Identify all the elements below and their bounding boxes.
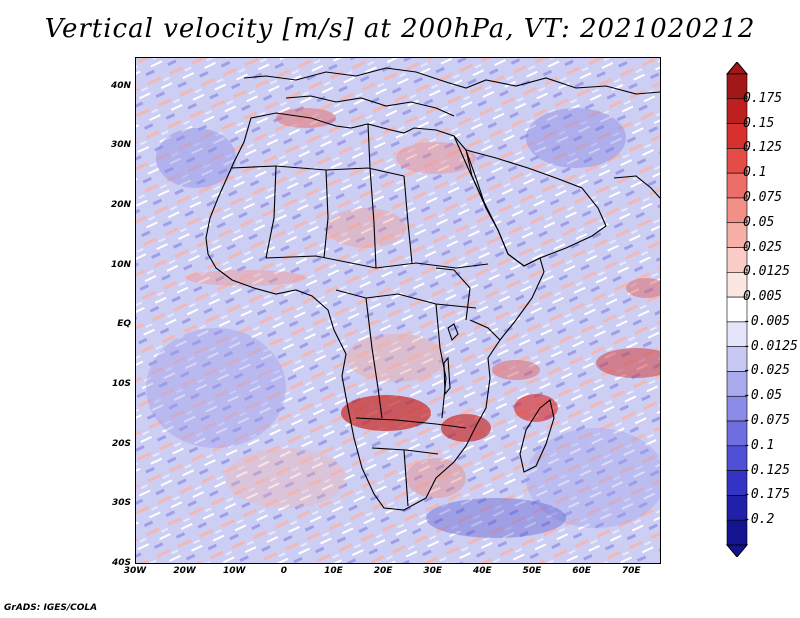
lon-tick-label: 30E	[423, 566, 443, 576]
velocity-anomaly	[396, 142, 476, 174]
lon-tick-label: 30W	[123, 566, 147, 576]
velocity-anomalies	[146, 108, 660, 538]
velocity-anomaly	[426, 498, 566, 538]
colorbar-level-label: 0.0125	[743, 264, 790, 280]
lon-tick-label: 20E	[373, 566, 393, 576]
map-plot-area	[135, 57, 661, 564]
lat-tick-label: 30N	[110, 140, 131, 151]
coastlines-and-borders	[205, 67, 660, 511]
velocity-anomaly	[341, 395, 431, 431]
velocity-anomaly	[146, 328, 286, 448]
lon-tick-label: 40E	[473, 566, 492, 576]
velocity-anomaly	[276, 108, 336, 128]
velocity-anomaly	[326, 208, 406, 248]
velocity-field	[136, 58, 660, 563]
velocity-anomaly	[526, 428, 660, 528]
map-canvas	[136, 58, 660, 563]
colorbar-level-label: 0.125	[743, 140, 783, 156]
lat-tick-label: 40S	[111, 558, 131, 568]
colorbar-level-label: -0.05	[743, 388, 783, 404]
lat-tick-label: EQ	[117, 319, 131, 330]
velocity-anomaly	[346, 334, 446, 382]
velocity-anomaly	[526, 108, 626, 168]
lon-tick-label: 10E	[324, 566, 343, 576]
colorbar-level-label: -0.125	[743, 462, 790, 478]
colorbar-level-label: -0.1	[743, 437, 775, 453]
lon-tick-label: 0	[280, 566, 287, 576]
colorbar-level-label: -0.025	[743, 363, 790, 379]
colorbar-level-label: -0.005	[743, 313, 790, 329]
lat-tick-label: 30S	[111, 498, 131, 509]
lon-tick-label: 60E	[572, 566, 591, 576]
colorbar-level-label: 0.075	[743, 189, 783, 205]
colorbar-level-label: -0.2	[743, 512, 775, 528]
chart-title: Vertical velocity [m/s] at 200hPa, VT: 2…	[44, 14, 756, 44]
colorbar-level-label: -0.0125	[743, 338, 798, 354]
colorbar-min-arrow	[725, 544, 749, 557]
velocity-anomaly	[492, 360, 540, 380]
velocity-anomaly	[514, 394, 558, 422]
colorbar-level-label: 0.175	[743, 90, 783, 106]
lon-tick-label: 50E	[522, 566, 542, 576]
colorbar-level-label: -0.175	[743, 487, 790, 503]
colorbar-level-label: -0.075	[743, 413, 790, 429]
colorbar-level-label: 0.15	[743, 115, 775, 131]
lon-tick-label: 20W	[173, 566, 196, 576]
lon-tick-label: 70E	[621, 566, 641, 576]
velocity-anomaly	[186, 270, 306, 286]
colorbar-level-label: 0.1	[743, 165, 767, 181]
velocity-anomaly	[626, 278, 660, 298]
colorbar-level-label: 0.05	[743, 214, 775, 230]
lat-tick-label: 10N	[110, 259, 131, 270]
lat-tick-label: 20S	[111, 438, 131, 449]
colorbar	[725, 62, 749, 557]
velocity-anomaly	[156, 128, 236, 188]
velocity-anomaly	[226, 448, 346, 508]
colorbar-max-arrow	[725, 62, 749, 75]
lon-tick-label: 10W	[223, 566, 246, 576]
lat-tick-label: 20N	[110, 200, 131, 211]
colorbar-level-label: 0.025	[743, 239, 783, 255]
grads-credit: GrADS: IGES/COLA	[4, 603, 98, 613]
colorbar-level-label: 0.005	[743, 289, 783, 305]
velocity-anomaly	[596, 348, 660, 378]
lat-tick-label: 40N	[110, 80, 131, 91]
lat-tick-label: 10S	[111, 379, 131, 390]
